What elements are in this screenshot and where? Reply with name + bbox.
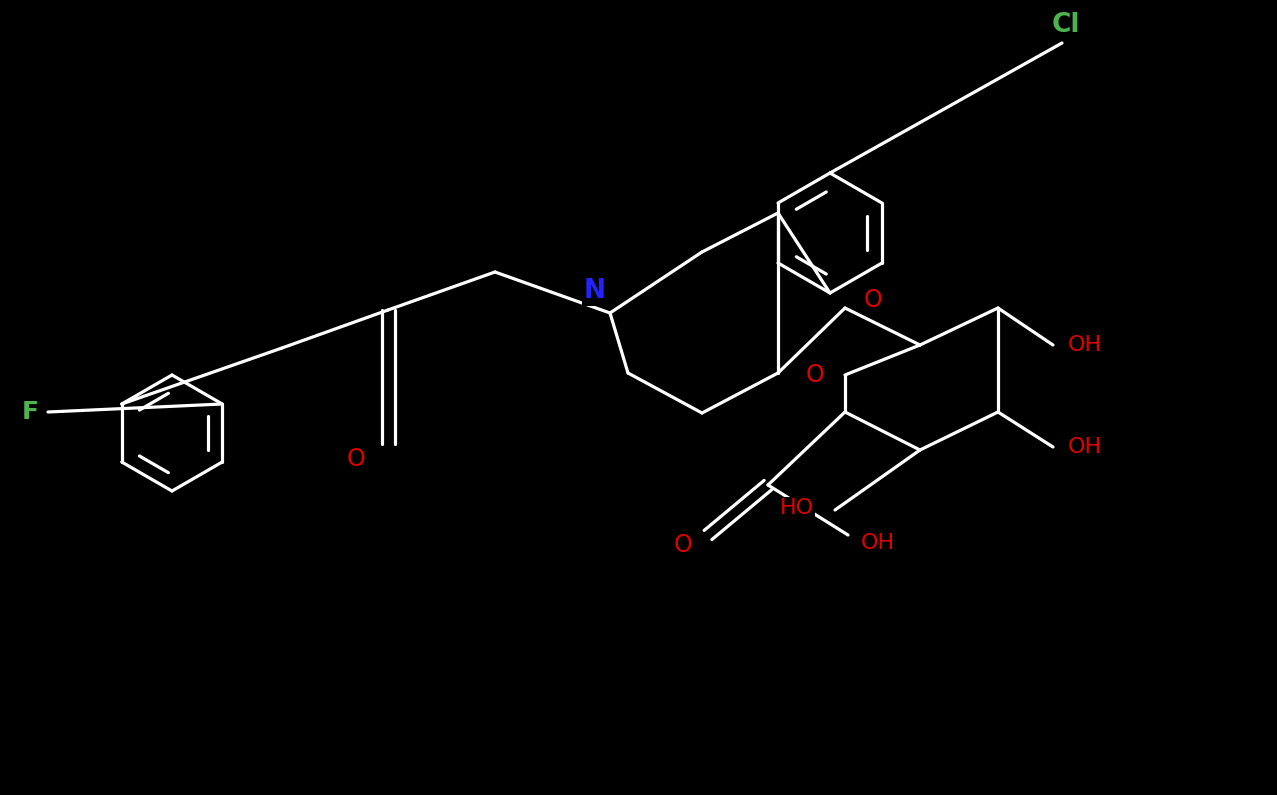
Text: OH: OH: [861, 533, 895, 553]
Text: O: O: [674, 533, 692, 557]
Text: F: F: [22, 400, 38, 424]
Text: Cl: Cl: [1052, 12, 1080, 38]
Text: OH: OH: [1068, 335, 1102, 355]
Text: HO: HO: [780, 498, 813, 518]
Text: N: N: [584, 278, 607, 304]
Text: O: O: [863, 288, 882, 312]
Text: O: O: [806, 363, 825, 387]
Text: O: O: [346, 447, 365, 471]
Text: OH: OH: [1068, 437, 1102, 457]
